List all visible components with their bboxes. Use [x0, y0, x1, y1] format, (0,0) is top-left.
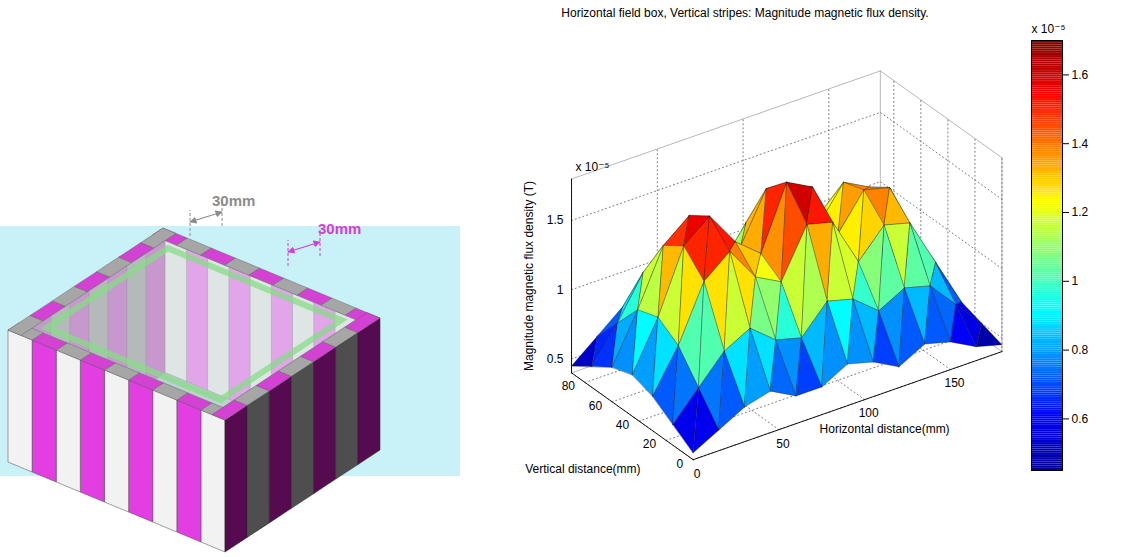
svg-text:1.2: 1.2	[1072, 205, 1089, 219]
svg-text:150: 150	[944, 376, 964, 390]
svg-text:1: 1	[1072, 274, 1079, 288]
svg-text:60: 60	[589, 399, 603, 413]
svg-text:Magnitude magnetic flux densit: Magnitude magnetic flux density (T)	[522, 181, 536, 371]
html-text:Horizontal field box, Vertical: Horizontal field box, Vertical stripes: …	[561, 6, 929, 20]
svg-text:80: 80	[562, 379, 576, 393]
svg-text:1: 1	[557, 283, 564, 297]
svg-text:50: 50	[776, 437, 790, 451]
svg-text:0.6: 0.6	[1072, 412, 1089, 426]
svg-text:30mm: 30mm	[212, 192, 255, 209]
svg-text:40: 40	[616, 418, 630, 432]
svg-text:0: 0	[694, 467, 701, 481]
svg-text:30mm: 30mm	[318, 220, 361, 237]
svg-text:1.4: 1.4	[1072, 137, 1089, 151]
svg-text:0.5: 0.5	[547, 352, 564, 366]
svg-text:0: 0	[676, 457, 683, 471]
svg-text:1.6: 1.6	[1072, 68, 1089, 82]
svg-text:x 10⁻⁵: x 10⁻⁵	[1032, 22, 1066, 36]
svg-text:1.5: 1.5	[547, 213, 564, 227]
svg-text:Horizontal distance(mm): Horizontal distance(mm)	[820, 422, 950, 436]
svg-text:Vertical distance(mm): Vertical distance(mm)	[525, 462, 640, 476]
svg-text:100: 100	[859, 406, 879, 420]
svg-text:0.8: 0.8	[1072, 343, 1089, 357]
svg-text:20: 20	[643, 437, 657, 451]
svg-text:x 10⁻⁵: x 10⁻⁵	[576, 160, 610, 174]
